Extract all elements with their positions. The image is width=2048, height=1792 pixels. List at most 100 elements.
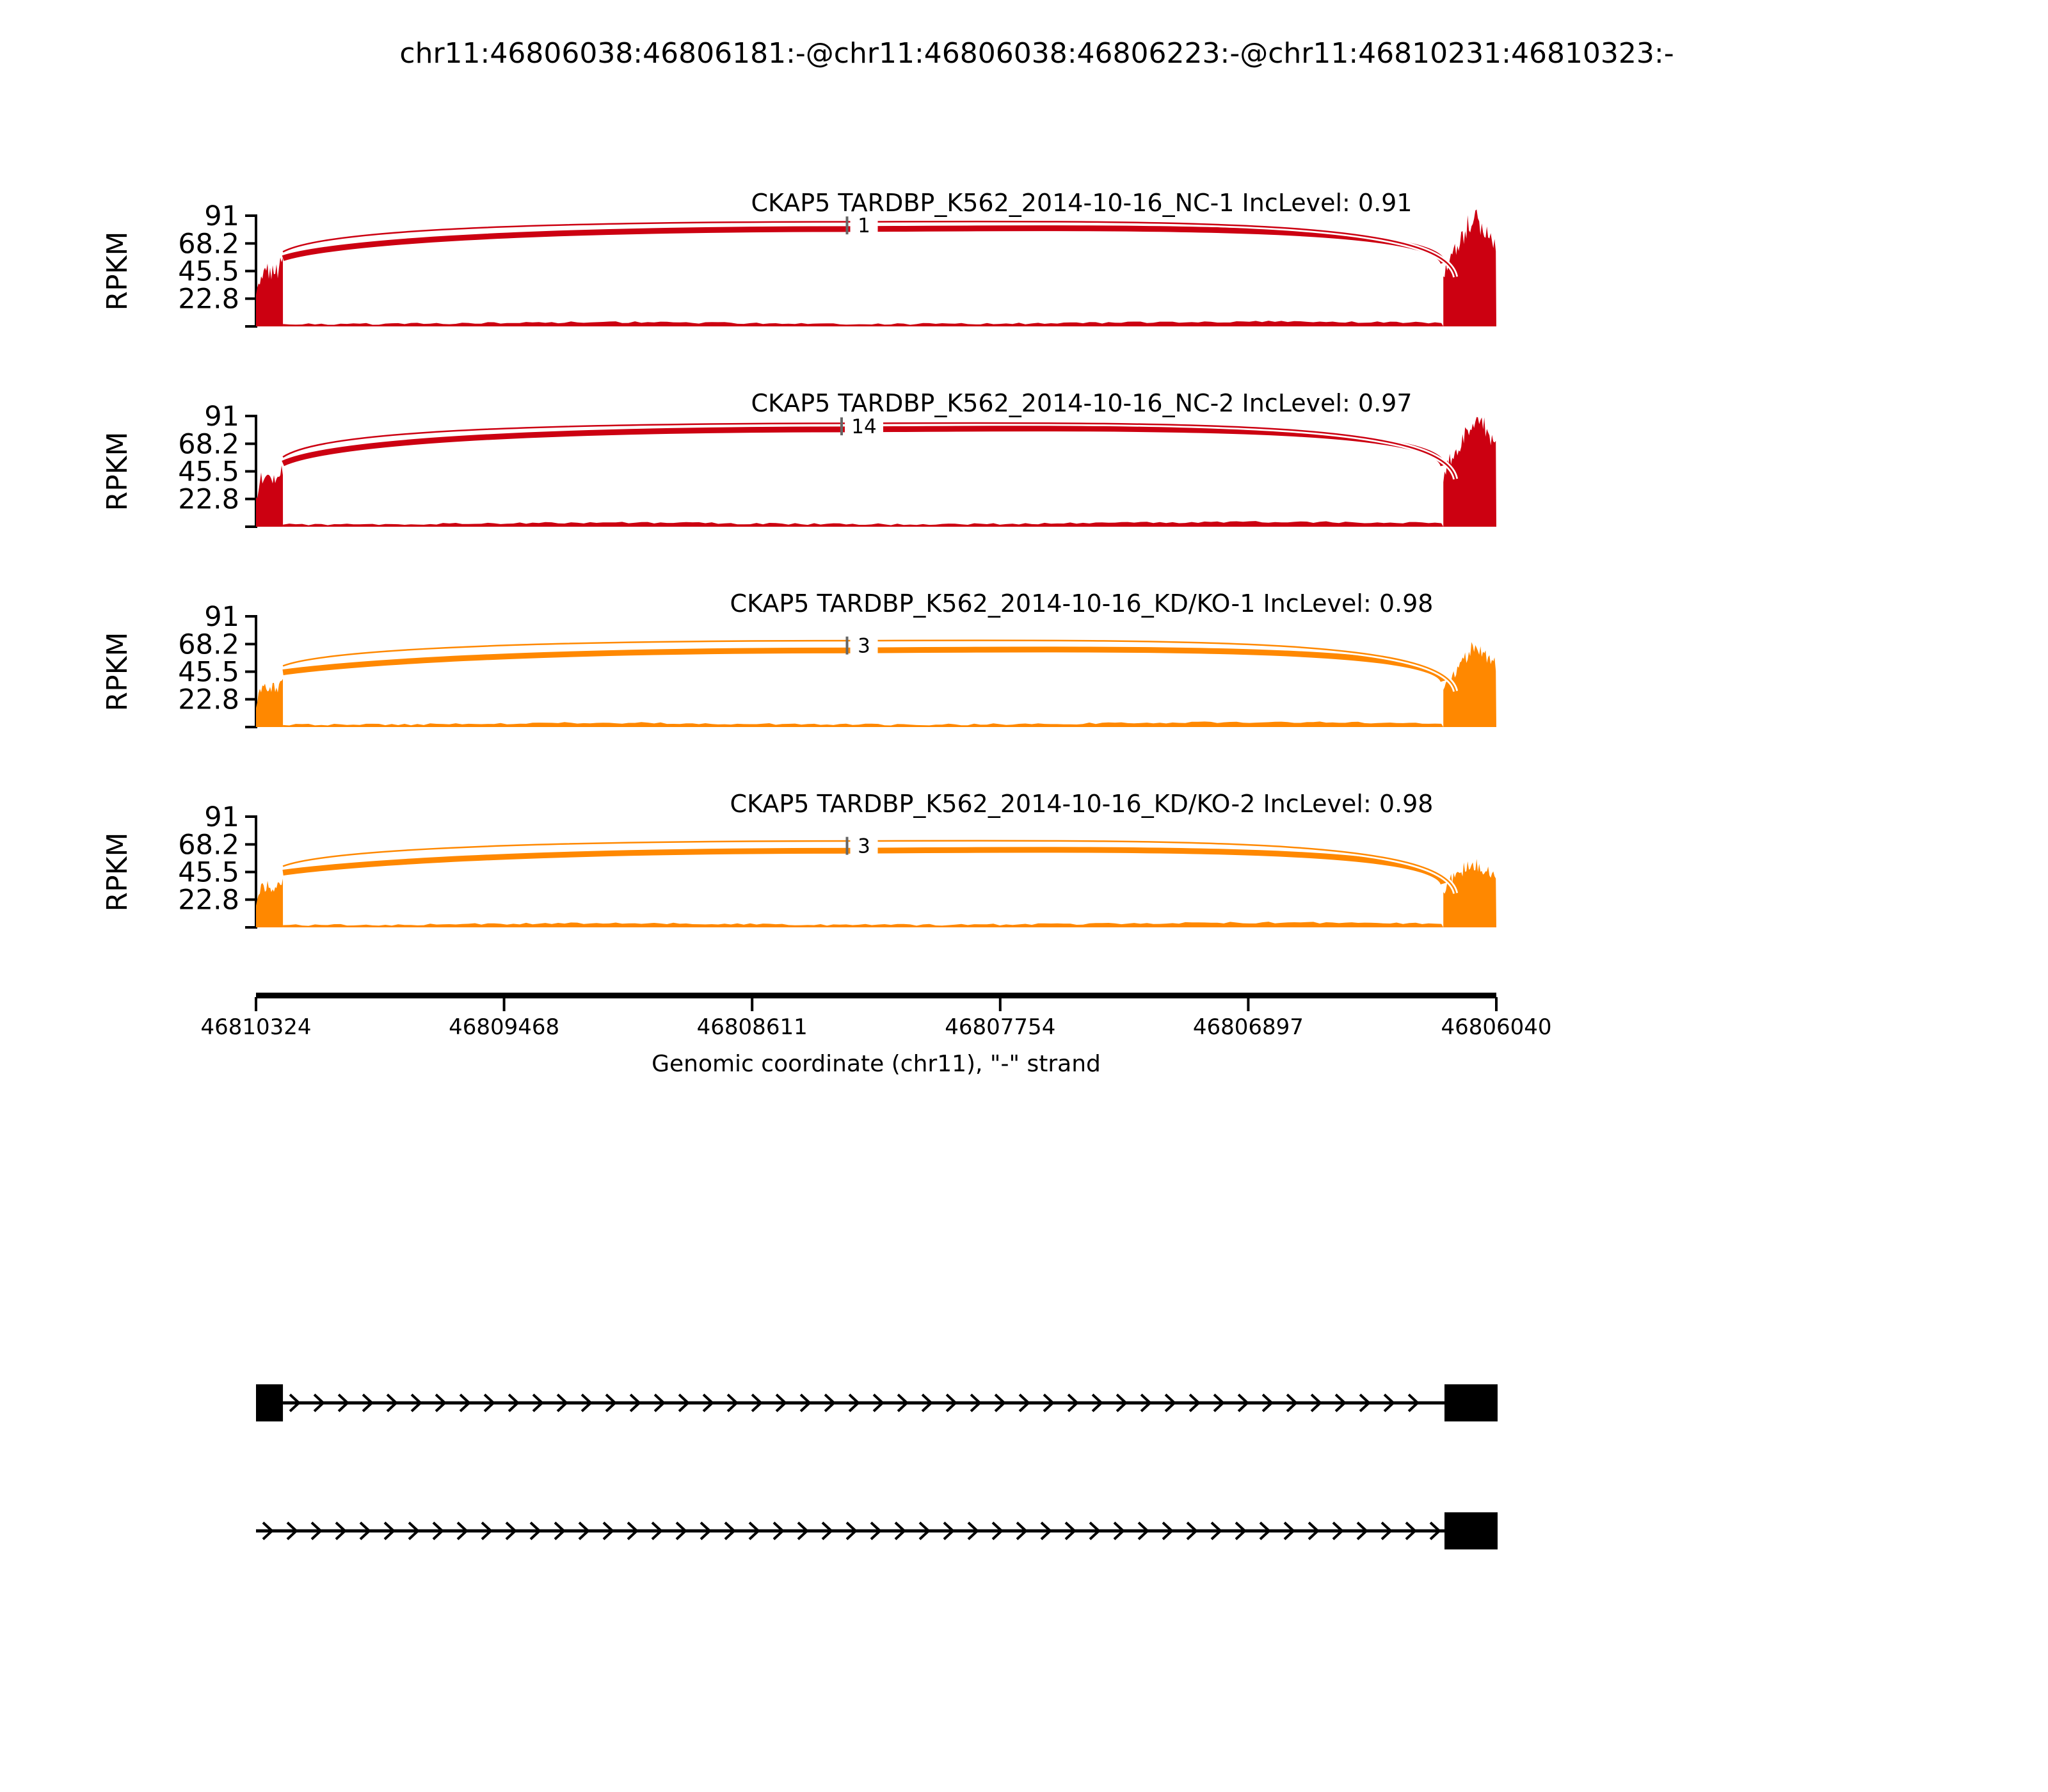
splice-direction-chevron-icon bbox=[943, 1521, 955, 1540]
splice-direction-chevron-icon bbox=[410, 1393, 423, 1412]
rpkm-tick-label: 22.8 bbox=[178, 884, 239, 916]
splice-direction-chevron-icon bbox=[897, 1393, 909, 1412]
splice-direction-chevron-icon bbox=[1137, 1521, 1149, 1540]
splice-direction-chevron-icon bbox=[675, 1521, 687, 1540]
splice-direction-chevron-icon bbox=[651, 1521, 663, 1540]
splice-direction-chevron-icon bbox=[408, 1521, 420, 1540]
rpkm-axis-title: RPKM bbox=[101, 232, 134, 311]
splice-direction-chevron-icon bbox=[335, 1521, 347, 1540]
occluded-junction-label bbox=[845, 636, 849, 655]
rpkm-tick-label: 68.2 bbox=[178, 428, 239, 460]
intron-coverage bbox=[283, 321, 1444, 326]
x-axis-tick bbox=[502, 997, 506, 1011]
splice-direction-chevron-icon bbox=[945, 1393, 958, 1412]
splice-direction-chevron-icon bbox=[1308, 1521, 1320, 1540]
alternative-exon-box bbox=[1444, 1384, 1498, 1421]
rpkm-tick-label: 91 bbox=[204, 601, 239, 633]
splice-direction-chevron-icon bbox=[1164, 1393, 1177, 1412]
rpkm-tick-label: 45.5 bbox=[178, 657, 239, 689]
junction-count-label: 14 bbox=[851, 415, 876, 438]
splice-direction-chevron-icon bbox=[627, 1521, 639, 1540]
isoform-2-structure bbox=[256, 1512, 1498, 1549]
flanking-exon-coverage bbox=[256, 878, 284, 927]
splice-direction-chevron-icon bbox=[894, 1521, 906, 1540]
splice-direction-chevron-icon bbox=[1188, 1393, 1201, 1412]
rpkm-axis-title: RPKM bbox=[101, 833, 134, 912]
x-axis-tick-label: 46809468 bbox=[449, 1014, 559, 1040]
splice-direction-chevron-icon bbox=[870, 1521, 882, 1540]
splice-direction-chevron-icon bbox=[1162, 1521, 1174, 1540]
splice-direction-chevron-icon bbox=[1259, 1521, 1271, 1540]
track-title: CKAP5 TARDBP_K562_2014-10-16_KD/KO-2 Inc… bbox=[730, 790, 1434, 818]
splice-direction-chevron-icon bbox=[1186, 1521, 1198, 1540]
splice-direction-chevron-icon bbox=[1067, 1393, 1080, 1412]
splice-direction-chevron-icon bbox=[1383, 1393, 1396, 1412]
splice-direction-chevron-icon bbox=[772, 1521, 785, 1540]
splice-direction-chevron-icon bbox=[1334, 1393, 1347, 1412]
splice-direction-chevron-icon bbox=[532, 1393, 545, 1412]
splice-direction-chevron-icon bbox=[1043, 1393, 1055, 1412]
splice-direction-chevron-icon bbox=[1018, 1393, 1031, 1412]
splice-direction-chevron-icon bbox=[1429, 1521, 1441, 1540]
splice-direction-chevron-icon bbox=[313, 1393, 326, 1412]
track-title: CKAP5 TARDBP_K562_2014-10-16_NC-2 IncLev… bbox=[751, 389, 1412, 417]
x-axis-tick-label: 46806040 bbox=[1441, 1014, 1551, 1040]
alt-exon-peak-coverage bbox=[1443, 209, 1496, 326]
rpkm-tick-label: 22.8 bbox=[178, 284, 239, 316]
rpkm-tick-label: 45.5 bbox=[178, 456, 239, 488]
splice-direction-chevron-icon bbox=[1210, 1521, 1222, 1540]
splice-direction-chevron-icon bbox=[1140, 1393, 1153, 1412]
splice-direction-chevron-icon bbox=[386, 1393, 399, 1412]
alt-exon-peak-coverage bbox=[1443, 417, 1496, 527]
splice-direction-chevron-icon bbox=[605, 1393, 618, 1412]
rpkm-tick-label: 45.5 bbox=[178, 857, 239, 889]
occluded-junction-label bbox=[840, 417, 843, 436]
splice-direction-chevron-icon bbox=[337, 1393, 350, 1412]
splice-direction-chevron-icon bbox=[1380, 1521, 1393, 1540]
splice-direction-chevron-icon bbox=[483, 1393, 496, 1412]
rpkm-tick-label: 91 bbox=[204, 801, 239, 833]
junction-count-label: 1 bbox=[858, 214, 870, 237]
splice-direction-chevron-icon bbox=[1089, 1521, 1101, 1540]
splice-direction-chevron-icon bbox=[435, 1393, 447, 1412]
rpkm-tick-label: 91 bbox=[204, 401, 239, 433]
splice-direction-chevron-icon bbox=[1407, 1393, 1420, 1412]
track-title: CKAP5 TARDBP_K562_2014-10-16_KD/KO-1 Inc… bbox=[730, 589, 1434, 618]
isoform-1-structure bbox=[256, 1384, 1498, 1421]
splice-direction-chevron-icon bbox=[1237, 1393, 1250, 1412]
splice-direction-chevron-icon bbox=[824, 1393, 836, 1412]
flanking-exon-coverage bbox=[256, 465, 284, 527]
splice-direction-chevron-icon bbox=[456, 1521, 468, 1540]
flanking-exon-coverage bbox=[256, 678, 284, 727]
splice-direction-chevron-icon bbox=[1235, 1521, 1247, 1540]
splice-direction-chevron-icon bbox=[751, 1393, 764, 1412]
splice-direction-chevron-icon bbox=[1356, 1521, 1368, 1540]
intron-coverage bbox=[283, 922, 1444, 927]
splice-direction-chevron-icon bbox=[289, 1393, 301, 1412]
splice-direction-chevron-icon bbox=[702, 1393, 715, 1412]
splice-direction-chevron-icon bbox=[556, 1393, 569, 1412]
splice-direction-chevron-icon bbox=[1310, 1393, 1323, 1412]
splice-direction-chevron-icon bbox=[1213, 1393, 1226, 1412]
splice-direction-chevron-icon bbox=[991, 1521, 1004, 1540]
intron-coverage bbox=[283, 521, 1444, 527]
splice-direction-chevron-icon bbox=[653, 1393, 666, 1412]
splice-direction-chevron-icon bbox=[1405, 1521, 1417, 1540]
x-axis-bar bbox=[256, 993, 1496, 998]
figure-title: chr11:46806038:46806181:-@chr11:46806038… bbox=[399, 37, 1674, 70]
splice-direction-chevron-icon bbox=[1359, 1393, 1372, 1412]
splice-direction-chevron-icon bbox=[1040, 1521, 1052, 1540]
flanking-exon-coverage bbox=[256, 257, 284, 326]
junction-count-label: 3 bbox=[858, 635, 870, 658]
splice-direction-chevron-icon bbox=[554, 1521, 566, 1540]
x-axis-tick bbox=[1495, 997, 1498, 1011]
splice-direction-chevron-icon bbox=[362, 1393, 374, 1412]
splice-direction-chevron-icon bbox=[700, 1521, 712, 1540]
splice-direction-chevron-icon bbox=[726, 1393, 739, 1412]
